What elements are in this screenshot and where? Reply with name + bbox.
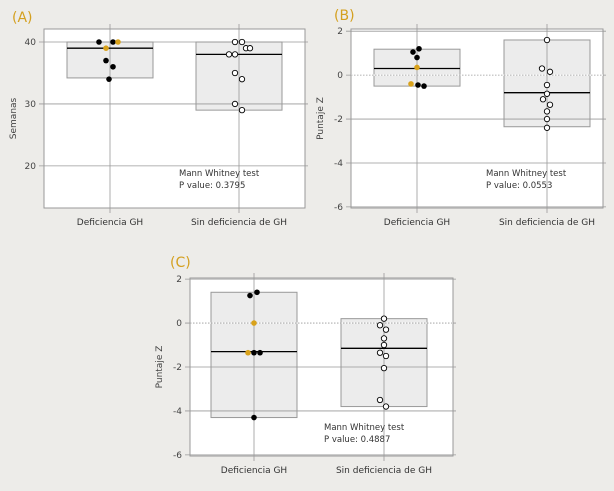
data-point [247, 292, 253, 299]
y-tick-label: -4 [334, 159, 343, 169]
y-tick-label: -2 [334, 115, 343, 125]
data-point-open [231, 38, 239, 46]
x-tick-label: Deficiencia GH [77, 218, 143, 228]
y-tick-label: 20 [25, 162, 37, 172]
data-point-open [231, 51, 239, 58]
data-point-open [231, 100, 239, 108]
data-point-open [231, 69, 239, 77]
data-point-open [225, 51, 233, 58]
data-point-open [382, 403, 390, 410]
y-axis-label: Semanas [9, 97, 19, 139]
y-tick-label: -4 [173, 407, 182, 417]
y-tick-label: 30 [25, 100, 37, 110]
y-tick-label: -6 [173, 451, 182, 461]
data-point-open [539, 96, 547, 103]
data-point-open [382, 352, 390, 360]
data-point-open [546, 68, 554, 75]
data-point-open [543, 108, 551, 115]
x-tick-label: Sin deficiencia de GH [336, 466, 432, 476]
data-point [103, 57, 109, 64]
data-point-open [543, 81, 551, 89]
y-tick-label: 0 [176, 319, 182, 329]
data-point [110, 39, 116, 45]
chart-panel-a: (A) 20 30 40 Deficiencia GH Sin deficiencia d… [9, 10, 308, 228]
panel-label: (C) [170, 255, 191, 271]
highlighted-point [245, 349, 251, 356]
data-point-open [380, 341, 388, 349]
test-annotation: Mann Whitney test [179, 169, 260, 179]
data-point [410, 49, 416, 55]
chart-panel-c: (C) -6 -4 -2 0 2 Deficiencia GH Sin deficiencia… [155, 255, 456, 476]
data-point-open [376, 349, 384, 356]
y-tick-label: -2 [173, 363, 182, 373]
panel-label: (A) [12, 10, 33, 26]
data-point [110, 63, 116, 70]
data-point-open [543, 124, 551, 131]
y-axis-label: Puntaje Z [155, 346, 165, 389]
y-axis-label: Puntaje Z [316, 97, 326, 140]
y-tick-label: 0 [337, 71, 343, 81]
x-tick-label: Sin deficiencia de GH [191, 218, 287, 228]
data-point-open [380, 364, 388, 372]
data-point-open [246, 45, 254, 52]
y-tick-label: 2 [337, 27, 343, 37]
data-point [421, 83, 427, 89]
data-point [96, 39, 102, 45]
highlighted-point [251, 320, 257, 326]
panel-label: (B) [334, 8, 355, 24]
data-point-open [376, 322, 384, 329]
data-point-open [543, 115, 551, 123]
x-tick-label: Deficiencia GH [384, 218, 450, 228]
y-tick-label: 2 [176, 275, 182, 285]
chart-panel-b: (B) -6 -4 -2 0 2 Deficiencia GH Sin deficiencia… [316, 8, 606, 228]
data-point-open [380, 335, 388, 342]
data-point [415, 82, 421, 88]
data-point-open [543, 90, 551, 97]
data-point-open [238, 106, 246, 114]
data-point [254, 289, 260, 296]
data-point-open [543, 36, 551, 44]
y-tick-label: -6 [334, 203, 343, 213]
test-annotation: P value: 0.4887 [324, 435, 390, 445]
test-annotation: Mann Whitney test [324, 423, 405, 433]
data-point-open [546, 101, 554, 108]
highlighted-point [414, 64, 420, 71]
data-point [416, 45, 422, 52]
data-point-open [380, 315, 388, 322]
highlighted-point [408, 81, 414, 87]
data-point [106, 76, 112, 82]
data-point-open [538, 65, 546, 72]
test-annotation: Mann Whitney test [486, 169, 567, 179]
x-tick-label: Deficiencia GH [221, 466, 287, 476]
test-annotation: P value: 0.3795 [179, 181, 245, 191]
data-point [251, 349, 257, 356]
data-point-open [382, 326, 390, 333]
data-point-open [238, 76, 246, 83]
data-point [251, 414, 257, 421]
highlighted-point [103, 45, 109, 52]
y-tick-label: 40 [25, 38, 37, 48]
data-point [257, 349, 263, 356]
data-point-open [376, 396, 384, 404]
x-tick-label: Sin deficiencia de GH [499, 218, 595, 228]
test-annotation: P value: 0.0553 [486, 181, 552, 191]
data-point [414, 54, 420, 61]
highlighted-point [115, 39, 121, 45]
data-point-open [238, 38, 246, 46]
